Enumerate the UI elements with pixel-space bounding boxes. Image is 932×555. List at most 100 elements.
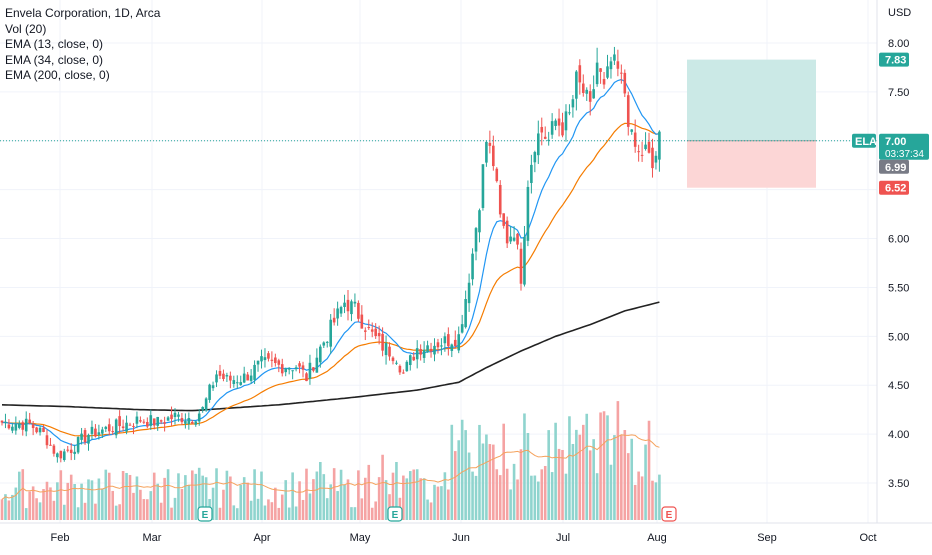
candle[interactable] — [581, 74, 585, 97]
candle[interactable] — [464, 290, 467, 329]
candle[interactable] — [49, 437, 52, 446]
candle[interactable] — [284, 367, 288, 377]
candle[interactable] — [312, 367, 315, 373]
candle[interactable] — [336, 301, 339, 326]
candle[interactable] — [28, 412, 31, 425]
candle[interactable] — [550, 113, 554, 139]
candle[interactable] — [38, 425, 42, 436]
candle[interactable] — [242, 366, 246, 384]
candle[interactable] — [332, 308, 336, 326]
candle[interactable] — [595, 47, 599, 87]
candle[interactable] — [419, 344, 422, 361]
candle[interactable] — [543, 126, 547, 140]
candle[interactable] — [433, 338, 436, 362]
candle[interactable] — [488, 130, 492, 154]
candle[interactable] — [45, 429, 49, 449]
candle[interactable] — [526, 180, 530, 247]
candle[interactable] — [180, 412, 184, 426]
candle[interactable] — [256, 360, 260, 372]
candle[interactable] — [294, 365, 298, 372]
candle[interactable] — [346, 289, 350, 321]
candle[interactable] — [651, 138, 654, 178]
candle[interactable] — [654, 151, 658, 170]
candle[interactable] — [602, 71, 606, 89]
candle[interactable] — [623, 69, 627, 98]
candle[interactable] — [35, 426, 38, 434]
candle[interactable] — [315, 348, 319, 373]
candle[interactable] — [585, 87, 589, 101]
candle[interactable] — [253, 360, 256, 384]
candle[interactable] — [440, 338, 443, 356]
candle[interactable] — [512, 226, 516, 242]
candle[interactable] — [280, 358, 284, 377]
candle[interactable] — [658, 130, 661, 172]
time-axis[interactable]: Feb Mar Apr May Jun Jul Aug Sep Oct — [0, 522, 932, 544]
candle[interactable] — [357, 300, 360, 322]
candle[interactable] — [350, 299, 353, 322]
candle[interactable] — [177, 411, 180, 422]
candle[interactable] — [87, 433, 90, 451]
candle[interactable] — [370, 322, 374, 338]
candle[interactable] — [246, 371, 249, 381]
candle[interactable] — [505, 216, 509, 249]
candle[interactable] — [530, 154, 533, 194]
candle[interactable] — [388, 342, 391, 361]
candle[interactable] — [166, 416, 170, 421]
candle[interactable] — [436, 338, 440, 354]
legend-ema200[interactable]: EMA (200, close, 0) — [5, 68, 110, 82]
candle[interactable] — [374, 323, 377, 339]
candle[interactable] — [540, 117, 544, 146]
legend-ema13[interactable]: EMA (13, close, 0) — [5, 37, 104, 51]
candle[interactable] — [104, 425, 108, 433]
candle[interactable] — [132, 423, 135, 435]
candle[interactable] — [360, 305, 364, 329]
candle[interactable] — [56, 452, 59, 463]
candle[interactable] — [107, 418, 111, 436]
candle[interactable] — [616, 49, 620, 77]
candle[interactable] — [606, 54, 609, 80]
candle[interactable] — [277, 358, 281, 373]
candle[interactable] — [80, 427, 83, 445]
candle[interactable] — [305, 372, 308, 382]
candle[interactable] — [353, 293, 357, 308]
candle[interactable] — [229, 371, 232, 389]
candle[interactable] — [398, 364, 402, 375]
earnings-marker[interactable]: E — [387, 506, 403, 522]
earnings-marker[interactable]: E — [197, 506, 213, 522]
earnings-marker[interactable]: E — [661, 506, 677, 522]
candle[interactable] — [121, 419, 125, 432]
candle[interactable] — [152, 418, 156, 430]
candle[interactable] — [197, 409, 201, 426]
candle[interactable] — [201, 406, 204, 413]
candle[interactable] — [52, 443, 56, 457]
candle[interactable] — [146, 417, 149, 429]
candle[interactable] — [7, 419, 11, 430]
candle[interactable] — [325, 341, 329, 348]
candle[interactable] — [564, 104, 568, 142]
candle[interactable] — [139, 416, 142, 423]
candle[interactable] — [412, 352, 416, 361]
candle[interactable] — [184, 413, 187, 429]
candle[interactable] — [537, 120, 540, 164]
candle[interactable] — [24, 411, 28, 437]
candle[interactable] — [422, 341, 426, 363]
candle[interactable] — [384, 335, 388, 365]
candle[interactable] — [270, 351, 274, 368]
candle[interactable] — [14, 416, 18, 435]
candle[interactable] — [94, 424, 97, 438]
candle[interactable] — [215, 370, 218, 388]
candle[interactable] — [571, 95, 575, 118]
candle[interactable] — [492, 135, 495, 171]
price-axis[interactable]: USD3.504.004.505.005.506.006.507.007.508… — [876, 0, 911, 523]
candle[interactable] — [267, 351, 270, 362]
candle[interactable] — [498, 180, 502, 218]
candle[interactable] — [339, 305, 343, 317]
candle[interactable] — [194, 420, 198, 427]
candle[interactable] — [66, 445, 70, 453]
candle[interactable] — [453, 330, 457, 349]
candle[interactable] — [613, 46, 616, 65]
candle[interactable] — [191, 419, 194, 425]
candle[interactable] — [232, 375, 236, 388]
candle[interactable] — [211, 381, 215, 391]
